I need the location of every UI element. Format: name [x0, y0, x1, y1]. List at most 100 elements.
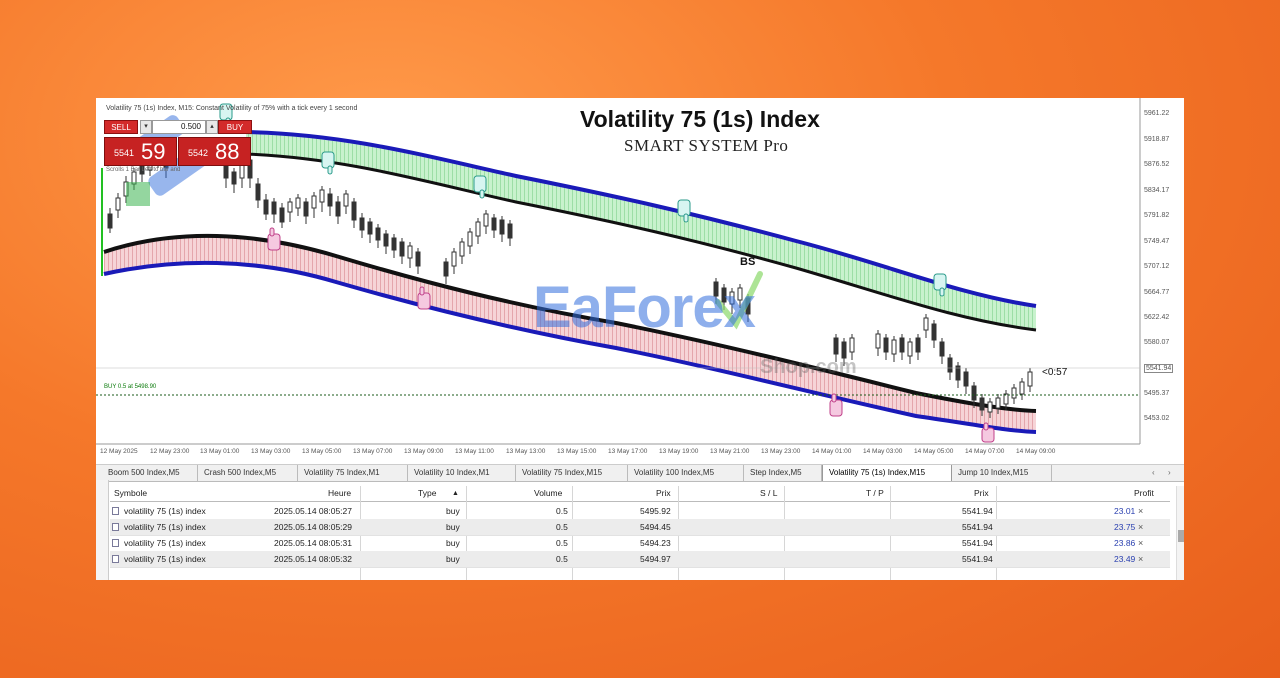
time-tick: 13 May 19:00: [659, 448, 699, 455]
price-tick: 5918.87: [1144, 136, 1170, 143]
price-tick: 5791.82: [1144, 212, 1170, 219]
cell-profit: 23.01: [1114, 506, 1136, 516]
buy-price-pips: 88: [215, 139, 240, 164]
tab-jump-10-m15[interactable]: Jump 10 Index,M15: [952, 465, 1052, 481]
time-tick: 14 May 01:00: [812, 448, 852, 455]
time-tick: 14 May 09:00: [1016, 448, 1056, 455]
price-tick: 5453.02: [1144, 415, 1170, 422]
toolbox-side-strip[interactable]: [96, 480, 109, 580]
tab-volatility-10-m1[interactable]: Volatility 10 Index,M1: [408, 465, 516, 481]
col-current-price-header[interactable]: Prix: [974, 488, 989, 498]
buy-price-box[interactable]: 5542 88: [178, 137, 251, 166]
time-tick: 14 May 05:00: [914, 448, 954, 455]
col-price-header[interactable]: Prix: [656, 488, 671, 498]
tab-crash-500-m5[interactable]: Crash 500 Index,M5: [198, 465, 298, 481]
cell-time: 2025.05.14 08:05:31: [274, 538, 352, 548]
time-tick: 13 May 03:00: [251, 448, 291, 455]
time-tick: 14 May 03:00: [863, 448, 903, 455]
position-icon: [112, 539, 119, 547]
col-profit-header[interactable]: Profit: [1134, 488, 1154, 498]
col-symbol-header[interactable]: Symbole: [114, 488, 148, 498]
cell-volume: 0.5: [556, 538, 568, 548]
tab-boom-500-m5[interactable]: Boom 500 Index,M5: [102, 465, 198, 481]
cell-current-price: 5541.94: [962, 522, 993, 532]
price-tick: 5495.37: [1144, 390, 1170, 397]
overlay-subtitle: SMART SYSTEM Pro: [624, 136, 789, 155]
table-row[interactable]: volatility 75 (1s) index 2025.05.14 08:0…: [110, 535, 1170, 552]
position-icon: [112, 555, 119, 563]
cell-time: 2025.05.14 08:05:29: [274, 522, 352, 532]
tabs-scroll-left-icon[interactable]: ‹: [1152, 468, 1155, 477]
col-volume-header[interactable]: Volume: [534, 488, 563, 498]
col-type-header[interactable]: Type: [418, 488, 437, 498]
col-sl-header[interactable]: S / L: [760, 488, 778, 498]
watermark-subtext: Shop.com: [760, 356, 857, 378]
time-tick: 13 May 15:00: [557, 448, 597, 455]
price-tick: 5749.47: [1144, 238, 1170, 245]
sort-ascending-icon: ▲: [452, 490, 459, 497]
lot-increase-button[interactable]: ▴: [206, 120, 218, 134]
tab-volatility-75-1s-m15[interactable]: Volatility 75 (1s) Index,M15: [822, 465, 952, 481]
table-row[interactable]: volatility 75 (1s) index 2025.05.14 08:0…: [110, 551, 1170, 568]
price-chart[interactable]: Volatility 75 (1s) Index, M15: Constant …: [96, 98, 1184, 460]
bar-countdown: <0:57: [1042, 367, 1068, 378]
tab-step-index-m5[interactable]: Step Index,M5: [744, 465, 822, 481]
close-position-icon[interactable]: ×: [1138, 506, 1144, 516]
price-tick: 5707.12: [1144, 263, 1170, 270]
cell-type: buy: [446, 522, 460, 532]
cell-current-price: 5541.94: [962, 538, 993, 548]
tabs-scroll-right-icon[interactable]: ›: [1168, 468, 1171, 477]
sell-button[interactable]: SELL: [104, 120, 138, 134]
lower-blue-band: [103, 260, 1037, 434]
cell-profit: 23.86: [1114, 538, 1136, 548]
tab-volatility-75-m1[interactable]: Volatility 75 Index,M1: [298, 465, 408, 481]
position-icon: [112, 523, 119, 531]
tab-volatility-75-m15[interactable]: Volatility 75 Index,M15: [516, 465, 628, 481]
cell-volume: 0.5: [556, 554, 568, 564]
one-click-trading-panel: SELL ▾ 0.500 ▴ BUY 5541 59 5542 88: [104, 120, 252, 166]
table-scrollbar[interactable]: [1176, 486, 1184, 580]
buy-button[interactable]: BUY: [218, 120, 252, 134]
time-tick: 13 May 13:00: [506, 448, 546, 455]
cell-profit: 23.75: [1114, 522, 1136, 532]
time-tick: 12 May 2025: [100, 448, 138, 455]
price-tick: 5961.22: [1144, 110, 1170, 117]
col-tp-header[interactable]: T / P: [866, 488, 884, 498]
chart-canvas: [96, 98, 1141, 445]
lower-black-line: [103, 233, 1037, 413]
upper-green-zone: [246, 134, 1036, 330]
time-tick: 13 May 17:00: [608, 448, 648, 455]
order-line-label[interactable]: BUY 0.5 at 5498.90: [104, 384, 157, 390]
table-row[interactable]: volatility 75 (1s) index 2025.05.14 08:0…: [110, 519, 1170, 536]
price-tick: 5834.17: [1144, 187, 1170, 194]
time-tick: 13 May 11:00: [455, 448, 494, 455]
chart-tabs-bar: Boom 500 Index,M5 Crash 500 Index,M5 Vol…: [96, 464, 1184, 482]
buy-price-main: 5542: [188, 148, 209, 158]
price-tick: 5622.42: [1144, 314, 1170, 321]
tab-volatility-100-m5[interactable]: Volatility 100 Index,M5: [628, 465, 744, 481]
cell-price: 5494.23: [640, 538, 671, 548]
close-position-icon[interactable]: ×: [1138, 554, 1144, 564]
time-tick: 13 May 21:00: [710, 448, 750, 455]
cell-time: 2025.05.14 08:05:32: [274, 554, 352, 564]
cell-current-price: 5541.94: [962, 506, 993, 516]
sell-price-box[interactable]: 5541 59: [104, 137, 177, 166]
chart-window-title: Volatility 75 (1s) Index, M15: Constant …: [106, 105, 358, 112]
chart-hint: Scrolls 1 Bar Left to bar and: [106, 167, 181, 173]
cell-time: 2025.05.14 08:05:27: [274, 506, 352, 516]
time-tick: 13 May 01:00: [200, 448, 240, 455]
close-position-icon[interactable]: ×: [1138, 522, 1144, 532]
cell-type: buy: [446, 538, 460, 548]
cell-price: 5494.97: [640, 554, 671, 564]
close-position-icon[interactable]: ×: [1138, 538, 1144, 548]
table-row[interactable]: volatility 75 (1s) index 2025.05.14 08:0…: [110, 503, 1170, 520]
lot-size-input[interactable]: 0.500: [152, 120, 206, 134]
price-tick: 5664.77: [1144, 289, 1170, 296]
buy-signal-hand-icon: [267, 227, 995, 443]
scrollbar-thumb[interactable]: [1178, 530, 1184, 542]
candlesticks: [107, 143, 1033, 418]
lot-decrease-button[interactable]: ▾: [140, 120, 152, 134]
col-time-header[interactable]: Heure: [328, 488, 352, 498]
current-price-tick: 5541.94: [1144, 364, 1174, 373]
cell-type: buy: [446, 506, 460, 516]
